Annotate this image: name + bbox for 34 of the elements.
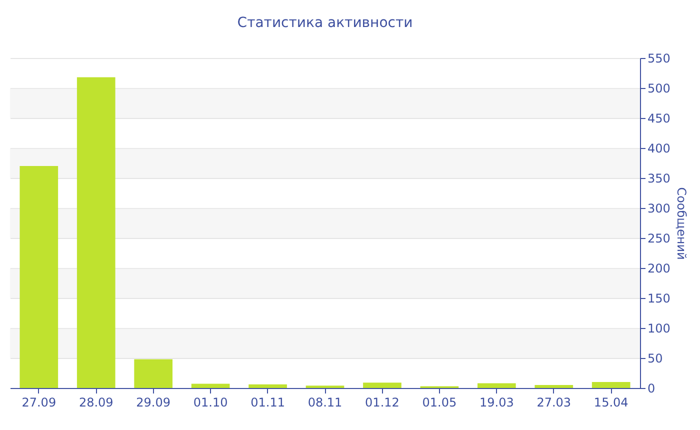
x-tick-label: 29.09 <box>136 396 171 410</box>
bar <box>534 385 574 388</box>
y2-tick-label: 450 <box>648 112 670 126</box>
bar <box>134 359 173 388</box>
y2-tick-label: 550 <box>648 52 670 66</box>
bar <box>592 382 630 388</box>
y2-tick-label: 50 <box>648 352 663 366</box>
x-tick-label: 15.04 <box>594 396 628 410</box>
x-tick-label: 01.10 <box>193 396 228 410</box>
bar <box>477 383 516 388</box>
bar <box>248 384 287 388</box>
x-tick-label: 01.12 <box>365 396 400 410</box>
y2-tick-label: 150 <box>648 292 670 306</box>
x-tick-label: 19.03 <box>479 396 514 410</box>
x-tick-label: 27.03 <box>536 396 572 410</box>
x-tick-label: 08.11 <box>308 396 342 410</box>
chart-title: Статистика активности <box>237 15 413 31</box>
y2-tick-label: 200 <box>648 262 670 276</box>
x-tick-label: 27.09 <box>22 396 56 410</box>
bar <box>76 77 116 388</box>
bar <box>363 382 402 388</box>
bar <box>20 166 58 388</box>
y2-tick-label: 300 <box>648 202 670 216</box>
bar <box>191 384 230 388</box>
x-tick-label: 28.09 <box>78 396 114 410</box>
y2-tick-label: 250 <box>648 232 670 246</box>
x-tick-label: 01.11 <box>250 396 285 410</box>
y2-tick-label: 350 <box>648 172 670 186</box>
x-tick-label: 01.05 <box>422 396 457 410</box>
y2-tick-label: 0 <box>648 382 656 396</box>
y2-axis-title: Сообщений <box>674 187 688 260</box>
y2-tick-label: 100 <box>648 322 670 336</box>
y2-tick-label: 400 <box>648 142 670 156</box>
y2-tick-label: 500 <box>648 82 670 96</box>
